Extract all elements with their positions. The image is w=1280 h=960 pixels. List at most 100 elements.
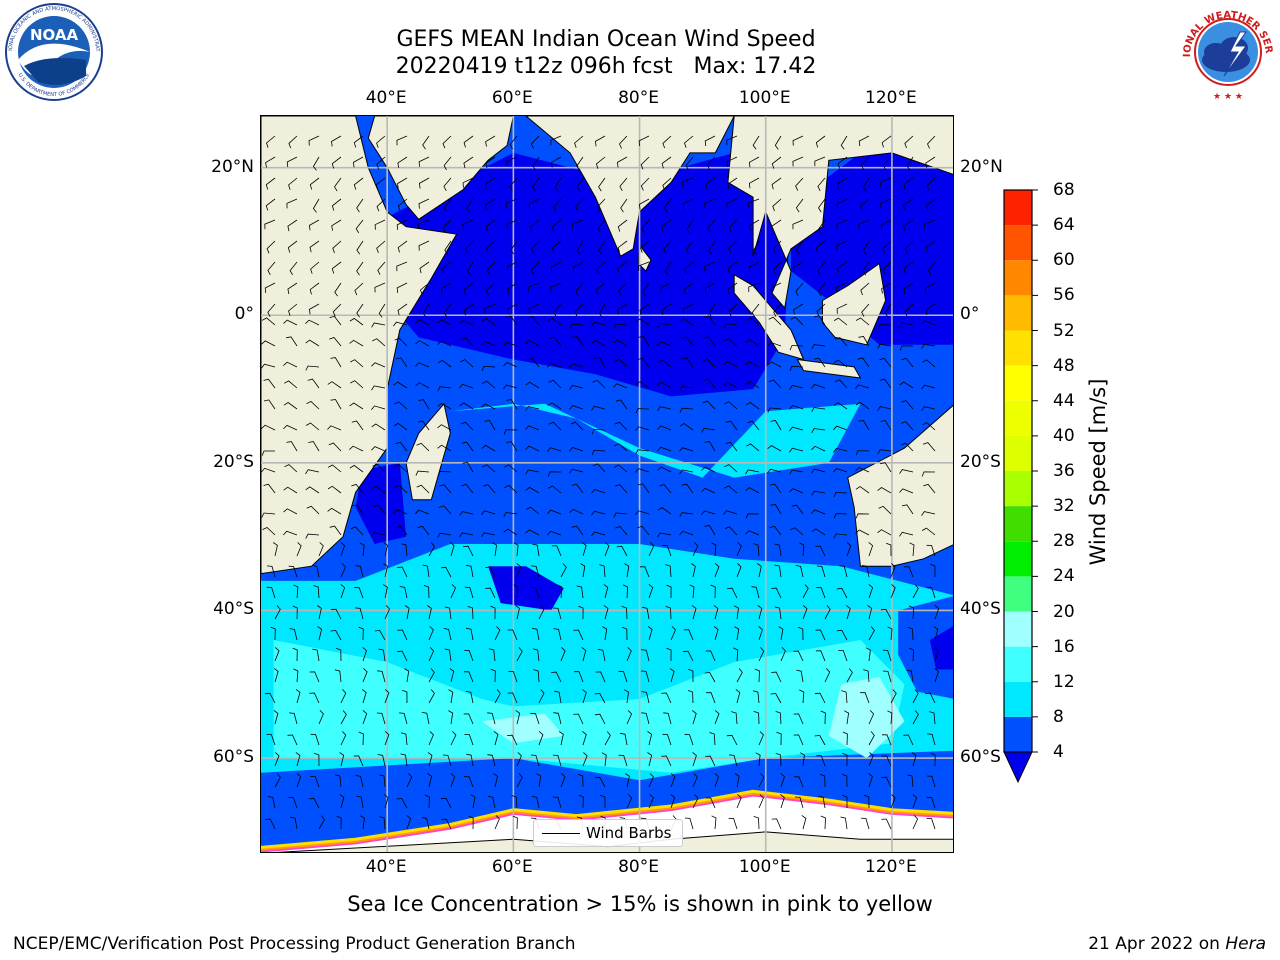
wind-barb (728, 219, 738, 233)
wind-barb (877, 529, 892, 536)
wind-barb (723, 361, 738, 368)
wind-barb (617, 240, 628, 253)
wind-barb (657, 381, 672, 389)
wind-barb (861, 565, 870, 578)
wind-barb (443, 177, 452, 191)
wind-barb (459, 511, 474, 516)
wind-barb (758, 647, 765, 662)
wind-barb (824, 668, 831, 683)
wind-barb (437, 340, 452, 347)
wind-barb (903, 282, 914, 295)
wind-barb (506, 198, 518, 208)
wind-barb (418, 156, 430, 167)
wind-barb (330, 629, 342, 641)
wind-barb (641, 219, 650, 233)
wind-barb (662, 733, 672, 746)
wind-barb (795, 198, 804, 213)
wind-barb (395, 357, 408, 368)
wind-barb (264, 692, 276, 704)
wind-barb (406, 773, 413, 788)
wind-barb (362, 647, 367, 662)
wind-barb (679, 512, 694, 518)
colorbar-tick-label: 24 (1053, 566, 1075, 587)
wind-barb (833, 402, 848, 410)
lat-tick-right: 20°N (960, 156, 1003, 177)
wind-barb (877, 487, 892, 494)
wind-barb (312, 198, 320, 213)
wind-barb (861, 156, 870, 170)
wind-barb (692, 710, 697, 725)
wind-barb (532, 648, 540, 662)
wind-barb (662, 135, 672, 149)
wind-barb (624, 563, 630, 578)
wind-barb (538, 689, 545, 704)
wind-barb (793, 650, 804, 662)
wind-barb (793, 303, 804, 315)
wind-barb (647, 752, 653, 767)
wind-barb (723, 510, 738, 515)
wind-barb (576, 240, 584, 255)
wind-barb (855, 317, 870, 326)
wind-barb (450, 731, 457, 746)
wind-barb (789, 469, 804, 475)
wind-barb (638, 198, 650, 210)
wind-barb (925, 240, 936, 253)
wind-barb (816, 565, 826, 578)
wind-barb (296, 773, 302, 788)
wind-barb (771, 818, 782, 830)
wind-barb (481, 532, 496, 538)
wind-barb (771, 177, 782, 190)
colorbar-tick-label: 12 (1053, 671, 1075, 692)
wind-barb (934, 668, 939, 683)
wind-barb (273, 710, 279, 725)
wind-barb (626, 647, 632, 662)
colorbar-tick-label: 4 (1053, 742, 1064, 762)
colorbar (1003, 189, 1038, 784)
wind-barb (334, 282, 342, 297)
wind-barb (327, 425, 342, 431)
wind-barb (657, 341, 672, 347)
wind-barb (926, 817, 936, 830)
wind-barb (415, 340, 430, 347)
wind-barb (461, 483, 474, 494)
wind-barb (548, 485, 562, 494)
wind-barb (383, 794, 389, 809)
wind-barb (530, 712, 540, 725)
wind-barb (356, 198, 364, 213)
wind-barb (516, 752, 522, 767)
wind-barb (617, 219, 628, 232)
wind-barb (551, 240, 562, 253)
colorbar-segment (1004, 190, 1032, 226)
wind-barb (679, 530, 694, 536)
wind-barb (912, 689, 919, 704)
wind-barb (709, 732, 716, 746)
wind-barb (727, 177, 738, 190)
wind-barb (376, 135, 386, 148)
wind-barb (705, 755, 716, 767)
wind-barb (594, 776, 606, 788)
wind-barb (353, 135, 364, 148)
wind-barb (508, 671, 518, 683)
wind-barb (767, 341, 782, 347)
wind-barb (354, 282, 364, 296)
wind-barb (882, 734, 892, 746)
wind-barb (354, 587, 364, 599)
wind-barb (774, 543, 782, 557)
wind-barb (426, 605, 432, 620)
colorbar-title: Wind Speed [m/s] (1086, 378, 1110, 566)
colorbar-tick-label: 64 (1053, 215, 1075, 236)
wind-barb (265, 818, 276, 830)
wind-barb (771, 587, 782, 599)
wind-barb (267, 261, 276, 275)
wind-barb (464, 650, 474, 662)
wind-barb (459, 402, 474, 410)
wind-barb (863, 794, 870, 809)
wind-barb (745, 339, 760, 347)
wind-barb (503, 429, 518, 435)
wind-barb (349, 317, 364, 326)
wind-barb (727, 282, 738, 295)
wind-barb (536, 773, 542, 788)
wind-barb (704, 525, 716, 536)
wind-barb (372, 463, 386, 473)
colorbar-segment (1004, 471, 1032, 507)
